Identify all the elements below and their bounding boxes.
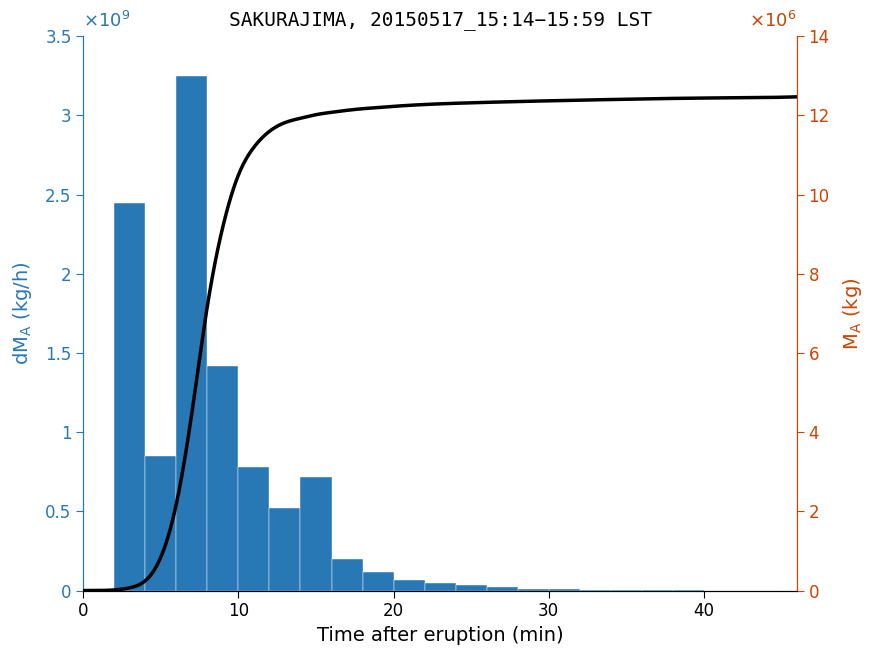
Text: $\times\mathregular{10^6}$: $\times\mathregular{10^6}$ bbox=[749, 10, 797, 31]
Title: SAKURAJIMA, 20150517_15:14−15:59 LST: SAKURAJIMA, 20150517_15:14−15:59 LST bbox=[228, 11, 652, 30]
Bar bbox=[332, 559, 362, 590]
Bar bbox=[145, 456, 177, 590]
Bar bbox=[394, 581, 424, 590]
Bar bbox=[115, 203, 145, 590]
Bar bbox=[424, 583, 456, 590]
Bar bbox=[456, 585, 486, 590]
Y-axis label: $\mathregular{dM_A}$ (kg/h): $\mathregular{dM_A}$ (kg/h) bbox=[11, 262, 34, 365]
Bar bbox=[207, 365, 239, 590]
Bar bbox=[177, 76, 207, 590]
Bar bbox=[270, 508, 300, 590]
Bar bbox=[487, 587, 518, 590]
X-axis label: Time after eruption (min): Time after eruption (min) bbox=[317, 626, 564, 645]
Bar bbox=[300, 476, 332, 590]
Bar bbox=[362, 571, 394, 590]
Bar bbox=[518, 588, 549, 590]
Bar bbox=[239, 467, 270, 590]
Text: $\times\mathregular{10^9}$: $\times\mathregular{10^9}$ bbox=[83, 10, 130, 31]
Y-axis label: $\mathregular{M_A}$ (kg): $\mathregular{M_A}$ (kg) bbox=[841, 277, 864, 350]
